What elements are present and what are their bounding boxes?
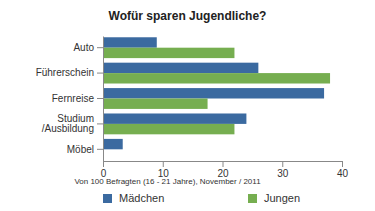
bar — [103, 48, 234, 58]
y-tick-label: Auto — [73, 42, 94, 53]
bar — [103, 99, 208, 109]
x-tick-mark — [103, 161, 104, 167]
x-tick-label: 40 — [337, 168, 349, 179]
legend-swatch — [248, 194, 257, 203]
y-tick-mark — [97, 47, 103, 48]
x-tick-mark — [282, 161, 283, 167]
x-tick-label: 30 — [277, 168, 289, 179]
x-tick-mark — [223, 161, 224, 167]
bar — [103, 124, 234, 134]
bar — [103, 63, 258, 73]
y-tick: Fernreise — [52, 93, 103, 104]
bar — [103, 113, 246, 123]
y-tick: Studium/Ausbildung — [42, 113, 103, 134]
legend-label: Mädchen — [119, 192, 164, 204]
title: Wofür sparen Jugendliche? — [109, 9, 267, 23]
y-tick-mark — [97, 149, 103, 150]
y-tick-mark — [97, 123, 103, 124]
bars — [103, 37, 330, 149]
plot: 010203040AutoFührerscheinFernreiseStudiu… — [36, 37, 349, 180]
legend-swatch — [103, 194, 112, 203]
y-tick: Auto — [73, 42, 103, 53]
x-axis-label: Von 100 Befragten (16 - 21 Jahre), Novem… — [74, 177, 261, 186]
y-tick-label: Möbel — [67, 144, 94, 155]
x-tick: 40 — [337, 161, 349, 179]
legend-label: Jungen — [264, 192, 300, 204]
bar — [103, 88, 324, 98]
y-tick-mark — [97, 73, 103, 74]
y-axis: Auto Führerschein Fernreise Studium/Ausbild… — [36, 37, 104, 162]
y-tick: Möbel — [67, 144, 103, 155]
y-tick: Führerschein — [36, 67, 103, 78]
bar — [103, 73, 330, 83]
x-tick-mark — [163, 161, 164, 167]
y-tick-label: Fernreise — [52, 93, 95, 104]
x-tick: 30 — [277, 161, 289, 179]
bar — [103, 37, 157, 47]
y-tick-mark — [97, 98, 103, 99]
chart: Wofür sparen Jugendliche?010203040AutoFü… — [0, 0, 375, 211]
y-axis-line — [103, 37, 104, 162]
y-tick-label: Studium/Ausbildung — [42, 113, 94, 134]
bar — [103, 139, 123, 149]
x-tick-mark — [342, 161, 343, 167]
legend: Mädchen Jungen — [103, 192, 300, 204]
y-tick-label: Führerschein — [36, 67, 94, 78]
